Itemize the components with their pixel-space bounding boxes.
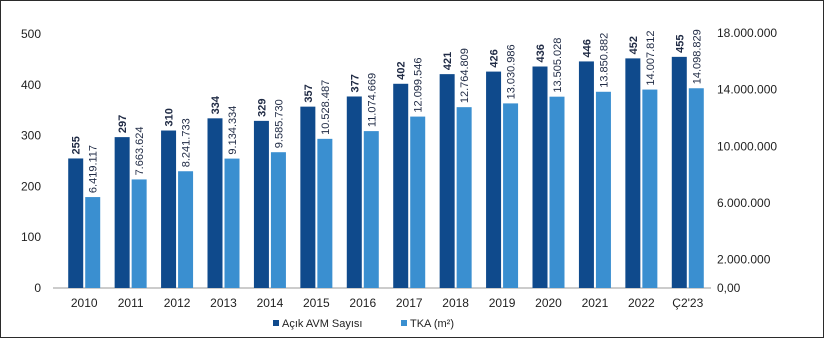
- x-axis-tick-label: 2021: [582, 296, 609, 310]
- tka-data-label: 14.098.829: [691, 29, 703, 84]
- tka-bar: [456, 107, 472, 288]
- right-axis-tick-label: 14.000.000: [717, 83, 777, 97]
- x-axis-tick-label: 2020: [535, 296, 562, 310]
- avm-count-data-label: 255: [71, 136, 83, 154]
- tka-bar: [317, 138, 333, 288]
- avm-count-data-label: 377: [349, 74, 361, 92]
- tka-bar: [549, 96, 565, 288]
- tka-data-label: 13.505.028: [552, 38, 564, 93]
- x-axis-tick-label: 2019: [489, 296, 516, 310]
- tka-bar: [642, 89, 658, 288]
- tka-bar: [178, 171, 194, 288]
- avm-count-data-label: 334: [210, 95, 222, 114]
- right-axis-tick-label: 0,00: [717, 281, 741, 295]
- x-axis-tick-label: 2014: [257, 296, 284, 310]
- tka-data-label: 14.007.812: [645, 30, 657, 85]
- x-axis-tick-label: 2015: [303, 296, 330, 310]
- left-axis-tick-label: 300: [21, 129, 41, 143]
- legend-swatch-avm: [273, 320, 279, 326]
- tka-bar: [595, 91, 611, 288]
- legend-label-avm: Açık AVM Sayısı: [282, 318, 363, 330]
- avm-count-data-label: 402: [396, 61, 408, 79]
- avm-count-bar: [253, 120, 269, 288]
- avm-count-bar: [578, 61, 594, 288]
- x-axis-tick-label: 2018: [442, 296, 469, 310]
- x-axis-tick-label: 2012: [164, 296, 191, 310]
- x-axis-tick-label: 2011: [118, 296, 144, 310]
- x-axis-tick-label: 2010: [71, 296, 98, 310]
- avm-count-data-label: 436: [535, 44, 547, 62]
- legend-label-tka: TKA (m²): [410, 318, 454, 330]
- tka-bar: [270, 152, 286, 288]
- tka-bar: [363, 131, 379, 288]
- avm-count-bar: [393, 83, 409, 288]
- avm-count-data-label: 452: [628, 36, 640, 54]
- avm-count-bar: [346, 96, 362, 288]
- avm-count-bar: [439, 74, 455, 288]
- tka-data-label: 11.074.669: [366, 73, 378, 127]
- x-axis-tick-label: 2016: [349, 296, 376, 310]
- right-axis-tick-label: 6.000.000: [717, 196, 771, 210]
- right-axis-tick-label: 18.000.000: [717, 26, 777, 40]
- tka-data-label: 10.528.487: [320, 80, 332, 135]
- tka-bar: [688, 88, 704, 288]
- avm-count-bar: [68, 158, 84, 288]
- tka-data-label: 8.241.733: [181, 118, 193, 167]
- left-axis-tick-label: 0: [34, 281, 41, 295]
- x-axis-tick-label: 2013: [210, 296, 237, 310]
- left-axis-tick-label: 100: [21, 230, 41, 244]
- tka-bar: [410, 116, 426, 288]
- tka-data-label: 12.099.546: [413, 58, 425, 113]
- tka-data-label: 12.764.809: [459, 48, 471, 103]
- right-axis-tick-label: 2.000.000: [717, 253, 771, 267]
- legend-swatch-tka: [401, 320, 407, 326]
- avm-count-data-label: 426: [489, 49, 501, 67]
- avm-count-data-label: 297: [117, 115, 129, 133]
- tka-data-label: 7.663.624: [134, 126, 146, 175]
- avm-count-bar: [486, 71, 502, 288]
- tka-data-label: 13.030.986: [506, 44, 518, 99]
- left-axis-tick-label: 200: [21, 179, 41, 193]
- tka-data-label: 6.419.117: [88, 145, 100, 193]
- avm-count-bar: [532, 66, 548, 289]
- avm-count-data-label: 357: [303, 84, 315, 102]
- avm-count-bar: [625, 58, 641, 288]
- tka-bar: [503, 103, 519, 288]
- avm-count-bar: [161, 130, 177, 288]
- left-axis-tick-label: 400: [21, 78, 41, 92]
- tka-bar: [131, 179, 147, 288]
- left-axis-tick-label: 500: [21, 27, 41, 41]
- avm-count-bar: [114, 137, 130, 288]
- tka-bar: [224, 158, 240, 288]
- tka-data-label: 13.850.882: [598, 33, 610, 88]
- avm-count-data-label: 455: [674, 35, 686, 53]
- avm-count-bar: [207, 118, 223, 288]
- tka-bar: [85, 197, 101, 288]
- avm-count-bar: [300, 106, 316, 288]
- avm-count-data-label: 421: [442, 52, 454, 70]
- avm-count-data-label: 446: [581, 39, 593, 57]
- x-axis-tick-label: Ç2'23: [672, 296, 703, 310]
- avm-count-data-label: 329: [256, 99, 268, 117]
- tka-data-label: 9.585.730: [273, 99, 285, 148]
- avm-count-bar: [671, 56, 687, 288]
- x-axis-tick-label: 2022: [628, 296, 655, 310]
- right-axis-tick-label: 10.000.000: [717, 139, 777, 153]
- avm-count-data-label: 310: [164, 108, 176, 126]
- tka-data-label: 9.134.334: [227, 106, 239, 155]
- x-axis-tick-label: 2017: [396, 296, 423, 310]
